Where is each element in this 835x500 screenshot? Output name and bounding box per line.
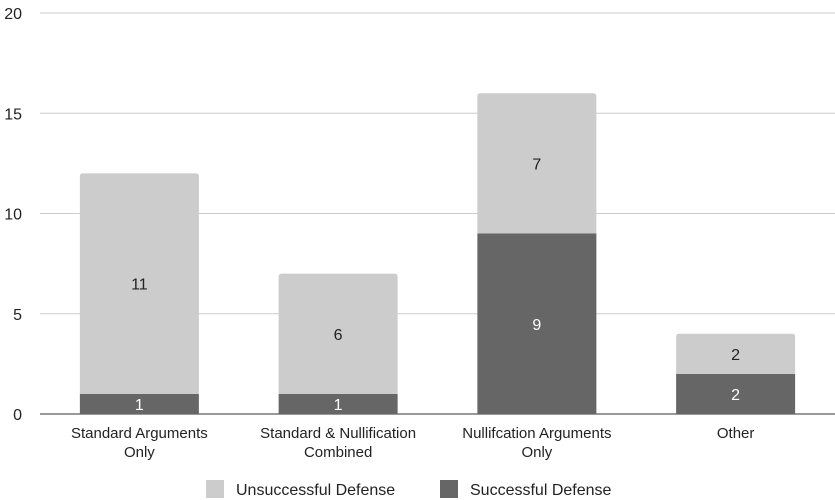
x-category-label: Standard & Nullification <box>260 425 416 442</box>
data-label: 7 <box>532 156 541 173</box>
x-category-label: Combined <box>304 444 372 461</box>
y-tick-label: 20 <box>4 6 22 23</box>
x-axis: Standard Arguments Only Standard & Nullifi… <box>71 425 754 461</box>
data-label: 1 <box>135 397 144 414</box>
x-category-label: Other <box>717 425 755 442</box>
y-axis: 0 5 10 15 20 <box>4 6 22 424</box>
x-category-label: Only <box>124 444 155 461</box>
bar-segment <box>278 273 398 394</box>
bar-segment <box>676 373 796 414</box>
bar-segment <box>477 93 597 234</box>
legend-label: Successful Defense <box>470 482 612 499</box>
legend-swatch <box>206 480 224 498</box>
data-label: 6 <box>334 327 343 344</box>
legend: Unsuccessful Defense Successful Defense <box>206 480 612 499</box>
y-tick-label: 15 <box>4 106 22 123</box>
y-tick-label: 5 <box>13 307 22 324</box>
bar-segment <box>676 333 796 374</box>
data-label: 2 <box>731 387 740 404</box>
data-label: 2 <box>731 347 740 364</box>
x-category-label: Standard Arguments <box>71 425 208 442</box>
bar-segment <box>79 173 199 394</box>
y-tick-label: 10 <box>4 207 22 224</box>
bar-segment <box>79 393 199 414</box>
bar-segment <box>278 393 398 414</box>
data-label: 9 <box>532 317 541 334</box>
x-category-label: Only <box>521 444 552 461</box>
bars <box>79 93 796 414</box>
bar-segment <box>477 233 597 414</box>
x-category-label: Nullifcation Arguments <box>462 425 611 442</box>
data-label: 11 <box>131 277 148 294</box>
data-label: 1 <box>334 397 343 414</box>
y-tick-label: 0 <box>13 407 22 424</box>
legend-label: Unsuccessful Defense <box>236 482 395 499</box>
legend-swatch <box>440 480 458 498</box>
